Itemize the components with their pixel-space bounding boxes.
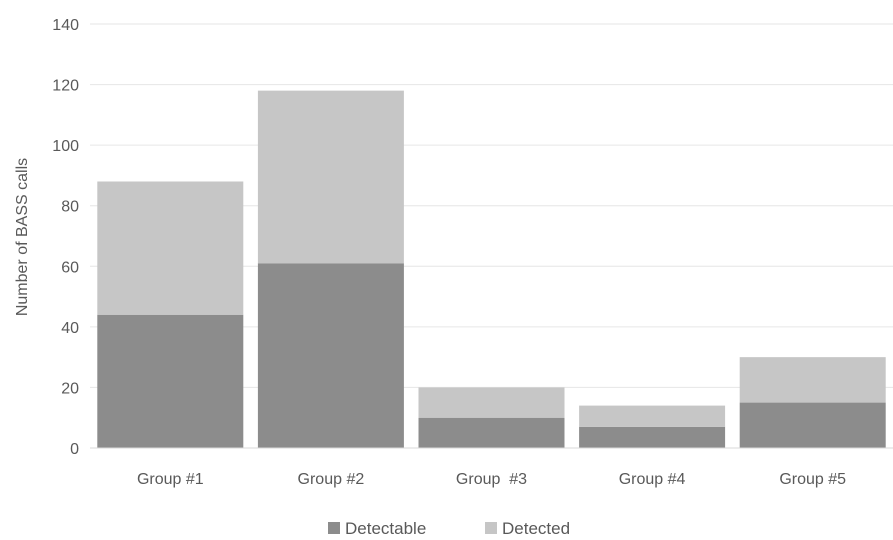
y-tick-label: 100 xyxy=(52,138,79,155)
legend-label-detectable: Detectable xyxy=(345,519,426,538)
bar-detected-2 xyxy=(257,90,404,264)
y-tick-label: 120 xyxy=(52,78,79,95)
y-tick-label: 140 xyxy=(52,17,79,34)
y-axis-ticks: 0 20 40 60 80 100 120 140 xyxy=(52,17,79,458)
x-tick-label: Group #3 xyxy=(456,471,527,488)
bar-detectable-2 xyxy=(257,263,404,448)
x-tick-label: Group #2 xyxy=(298,471,365,488)
bar-detectable-5 xyxy=(739,402,886,448)
legend-swatch-detectable xyxy=(328,522,340,534)
bar-detected-4 xyxy=(579,405,726,427)
y-tick-label: 20 xyxy=(61,380,79,397)
y-axis-title: Number of BASS calls xyxy=(14,158,31,316)
bar-detectable-1 xyxy=(97,314,244,448)
bar-detected-5 xyxy=(739,357,886,403)
legend-swatch-detected xyxy=(485,522,497,534)
y-tick-label: 80 xyxy=(61,199,79,216)
x-tick-label: Group #1 xyxy=(137,471,204,488)
legend-label-detected: Detected xyxy=(502,519,570,538)
bar-detectable-3 xyxy=(418,417,565,448)
x-axis-ticks: Group #1 Group #2 Group #3 Group #4 Group #5 xyxy=(137,471,846,488)
bars xyxy=(97,90,886,448)
y-tick-label: 40 xyxy=(61,320,79,337)
bar-detectable-4 xyxy=(579,426,726,448)
y-tick-label: 60 xyxy=(61,259,79,276)
bar-detected-3 xyxy=(418,387,565,418)
legend: Detectable Detected xyxy=(328,519,570,538)
bar-detected-1 xyxy=(97,181,244,315)
x-tick-label: Group #4 xyxy=(619,471,686,488)
y-tick-label: 0 xyxy=(70,441,79,458)
x-tick-label: Group #5 xyxy=(779,471,846,488)
